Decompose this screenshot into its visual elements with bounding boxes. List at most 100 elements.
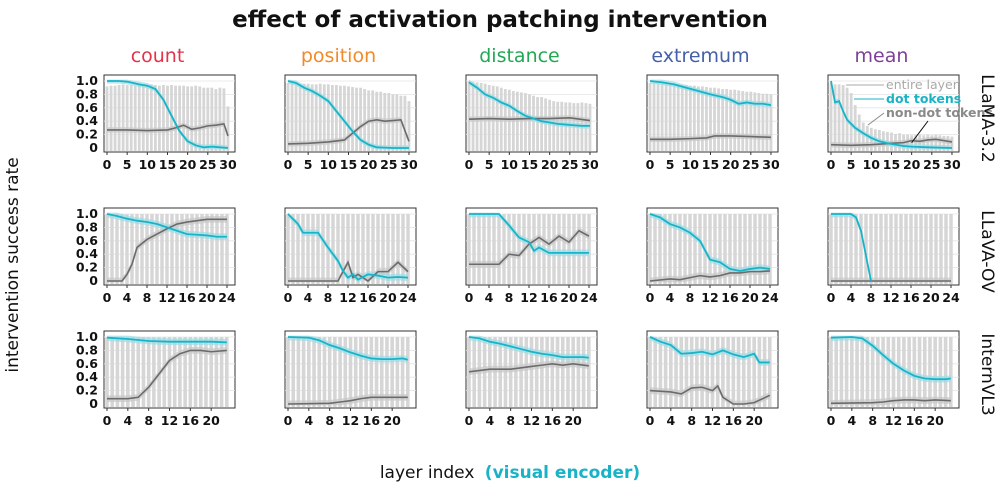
- entire-layer-bar: [198, 337, 203, 407]
- entire-layer-bar: [110, 214, 114, 284]
- entire-layer-bar: [400, 337, 405, 407]
- entire-layer-bar: [226, 106, 230, 151]
- x-tick-label: 20: [383, 413, 401, 428]
- entire-layer-bar: [220, 214, 224, 284]
- x-tick-label: 4: [123, 290, 132, 305]
- entire-layer-bar: [385, 337, 389, 407]
- x-tick-label: 16: [178, 290, 196, 305]
- dot-tokens-line: [469, 213, 589, 254]
- entire-layer-bar: [532, 95, 535, 151]
- entire-layer-bar: [366, 214, 370, 284]
- entire-layer-bar: [322, 337, 327, 407]
- entire-layer-bar: [514, 337, 518, 407]
- entire-layer-bar: [218, 87, 222, 151]
- x-tick-label: 15: [883, 157, 900, 172]
- entire-layer-bar: [341, 214, 345, 284]
- entire-layer-bar: [149, 84, 153, 151]
- x-tick-label: 0: [465, 413, 474, 428]
- entire-layer-bar: [482, 214, 486, 284]
- entire-layer-bar: [294, 83, 298, 151]
- entire-layer-bar: [165, 214, 169, 284]
- panel-LLaVA-OV-extremum: 0 4 8 12 16 20 24: [646, 207, 779, 305]
- entire-layer-bar: [512, 214, 516, 284]
- x-axis-label: layer index (visual encoder): [380, 463, 640, 483]
- error-band: [107, 212, 227, 241]
- y-tick-label: 1.0: [76, 329, 98, 344]
- entire-layer-bar: [684, 85, 688, 151]
- entire-layer-bar: [758, 214, 762, 284]
- row-label-InternVL3: InternVL3: [977, 333, 997, 415]
- entire-layer-bar: [841, 85, 845, 151]
- entire-layer-bar: [137, 85, 141, 151]
- entire-layer-bar: [472, 214, 476, 284]
- entire-layer-bar: [162, 85, 165, 151]
- entire-layer-bar: [869, 214, 873, 284]
- entire-layer-bar: [728, 214, 732, 284]
- entire-layer-bar: [729, 89, 733, 151]
- x-tick-label: 20: [379, 290, 397, 305]
- x-tick-label: 16: [359, 290, 377, 305]
- x-tick-label: 8: [505, 290, 514, 305]
- legend-arrow-nondot: [867, 112, 885, 126]
- entire-layer-bar: [146, 337, 151, 407]
- entire-layer-bar: [310, 84, 314, 151]
- entire-layer-bar: [540, 337, 544, 407]
- entire-layer-bar: [949, 214, 953, 284]
- entire-layer-bar: [663, 337, 668, 407]
- entire-layer-bar: [529, 337, 534, 407]
- x-tick-label: 4: [123, 413, 132, 428]
- panel-InternVL3-count: 00.20.40.60.81.00 4 8 12 16 20: [76, 329, 236, 428]
- x-tick-label: 0: [103, 413, 112, 428]
- entire-layer-bar: [689, 337, 694, 407]
- entire-layer-bar: [942, 135, 946, 151]
- x-tick-label: 30: [762, 157, 780, 172]
- entire-layer-bar: [286, 83, 290, 151]
- entire-layer-bar: [322, 84, 326, 151]
- entire-layer-bar: [752, 337, 756, 407]
- entire-layer-bar: [338, 337, 342, 407]
- x-tick-label: 20: [202, 413, 220, 428]
- entire-layer-bar: [886, 337, 891, 407]
- entire-layer-bar: [829, 337, 833, 407]
- entire-layer-bar: [507, 214, 511, 284]
- entire-layer-bar: [343, 85, 346, 151]
- entire-layer-bar: [765, 93, 769, 151]
- entire-layer-bar: [170, 214, 174, 284]
- entire-layer-bar: [296, 337, 301, 407]
- entire-layer-bar: [891, 337, 896, 407]
- entire-layer-bar: [736, 337, 741, 407]
- entire-layer-bar: [186, 86, 190, 151]
- entire-layer-bar: [178, 337, 182, 407]
- entire-layer-bar: [731, 337, 736, 407]
- entire-layer-bar: [399, 95, 403, 151]
- entire-layer-bar: [928, 337, 932, 407]
- entire-layer-bar: [829, 83, 833, 151]
- y-tick-label: 0.4: [76, 246, 98, 261]
- entire-layer-bar: [914, 214, 918, 284]
- entire-layer-bar: [497, 214, 501, 284]
- entire-layer-bar: [359, 87, 362, 151]
- x-tick-label: 30: [581, 157, 599, 172]
- entire-layer-bar: [524, 93, 527, 151]
- x-tick-label: 12: [885, 413, 902, 428]
- x-tick-label: 12: [523, 413, 540, 428]
- entire-layer-bar: [587, 214, 591, 284]
- entire-layer-bar: [167, 337, 172, 407]
- entire-layer-bar: [492, 214, 496, 284]
- entire-layer-bar: [876, 337, 880, 407]
- entire-layer-bar: [761, 93, 765, 151]
- entire-layer-bar: [855, 337, 859, 407]
- error-band: [288, 212, 408, 283]
- entire-layer-bar: [298, 83, 302, 151]
- entire-layer-bar: [113, 85, 117, 151]
- non-dot-tokens-line: [468, 362, 589, 373]
- entire-layer-bar: [581, 337, 586, 407]
- entire-layer-bar: [356, 214, 360, 284]
- entire-layer-bar: [502, 214, 506, 284]
- column-title-distance: distance: [479, 45, 560, 67]
- x-tick-label: 15: [159, 157, 176, 172]
- entire-layer-bar: [737, 90, 741, 151]
- entire-layer-bar: [864, 214, 868, 284]
- x-tick-label: 8: [144, 413, 153, 428]
